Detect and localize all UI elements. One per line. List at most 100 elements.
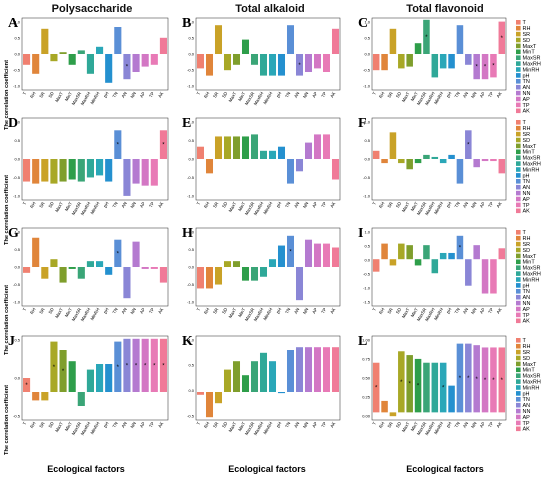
legend-swatch — [516, 90, 521, 96]
category-label: AK — [495, 421, 502, 429]
bar-maxt — [406, 54, 413, 67]
bar-sr — [214, 392, 223, 404]
bar-nn — [304, 347, 313, 392]
category-label: MinRH — [89, 307, 100, 321]
category-label: MinRH — [433, 91, 444, 105]
category-label: MaxSR — [416, 201, 428, 216]
bar-ak — [159, 338, 167, 392]
category-label: MaxSR — [416, 421, 428, 436]
bar-sd — [50, 159, 58, 184]
bar-nn — [132, 338, 140, 392]
category-label: NN — [470, 201, 478, 209]
bar-mint — [414, 259, 422, 266]
bar-ph — [277, 245, 286, 267]
y-tick-label: -0.5 — [187, 413, 195, 418]
bar-sr — [389, 259, 397, 266]
category-label: MinRH — [433, 307, 444, 321]
category-label: AK — [329, 201, 336, 209]
bar-nn — [473, 345, 480, 413]
panel-frame — [195, 227, 341, 307]
legend-label: TN — [523, 79, 530, 85]
significance-star: * — [484, 378, 487, 384]
y-tick-label: -1.0 — [13, 299, 21, 304]
category-label: TP — [148, 91, 155, 98]
legend-swatch — [516, 43, 521, 49]
legend-label: SR — [523, 32, 531, 38]
bar-rh — [381, 54, 388, 71]
legend-label: SR — [523, 242, 531, 248]
chart-panels: A1.00.50.0-0.5-1.0T RH SR SD MaxT MinTMaxSRMa… — [8, 16, 507, 436]
y-axis-label-row-1: The correlation coefficient — [4, 60, 10, 130]
legend-swatch — [516, 125, 521, 131]
bar-sr — [41, 28, 49, 54]
legend-label: MinT — [523, 368, 536, 374]
panel-letter: L — [358, 334, 367, 349]
category-label: T — [196, 91, 202, 96]
bar-maxrh — [259, 352, 268, 392]
legend-label: MaxRH — [523, 380, 541, 386]
bar-maxrh — [259, 54, 268, 76]
bar-sr — [41, 267, 49, 279]
category-label: AP — [139, 91, 146, 99]
y-tick-label: 0.5 — [188, 35, 194, 40]
category-label: NN — [302, 201, 310, 209]
category-label: TP — [148, 201, 155, 208]
x-axis-label-col-1: Ecological factors — [47, 464, 125, 474]
bar-sr — [389, 132, 397, 159]
category-label: SD — [395, 201, 402, 209]
category-label: AK — [329, 307, 336, 315]
bar-ak — [331, 28, 340, 54]
y-tick-label: 0.5 — [14, 247, 20, 252]
bar-tn — [456, 343, 464, 413]
significance-star: * — [126, 65, 129, 71]
category-label: TN — [284, 421, 291, 429]
bar-sr — [41, 159, 49, 182]
category-label: TN — [111, 201, 118, 209]
category-label: SD — [395, 421, 402, 429]
category-label: AK — [157, 421, 164, 429]
bar-maxt — [59, 52, 67, 54]
legend-swatch — [516, 373, 521, 378]
legend-swatch — [516, 318, 521, 324]
bar-sr — [214, 267, 223, 285]
bar-maxrh — [86, 54, 94, 74]
bar-tp — [490, 54, 497, 78]
panel-letter: E — [182, 116, 191, 131]
legend-label: pH — [523, 173, 530, 179]
category-label: AN — [462, 307, 469, 315]
category-label: MinRH — [262, 91, 273, 105]
y-tick-label: -0.5 — [13, 67, 21, 72]
bar-rh — [381, 400, 388, 413]
category-label: MinRH — [262, 201, 273, 215]
bar-minrh — [96, 364, 104, 392]
category-label: AP — [311, 201, 318, 209]
legend-swatch — [516, 289, 521, 294]
legend-label: MaxT — [523, 144, 537, 150]
category-label: NN — [470, 91, 478, 99]
category-label: pH — [275, 307, 282, 314]
category-label: AK — [329, 91, 336, 99]
panel-letter: C — [358, 16, 368, 31]
y-tick-label: 0.5 — [14, 138, 20, 143]
category-label: MinRH — [262, 421, 273, 435]
legend-label: NN — [523, 409, 531, 415]
category-label: NN — [129, 421, 137, 429]
panel-h: H1.0 0.5 0.0 -0.5 -1.0T RH SR SD MaxT MinTMaxSRMa… — [182, 226, 341, 322]
legend-swatch — [516, 73, 521, 78]
bar-mint — [68, 159, 76, 180]
category-label: NN — [129, 201, 137, 209]
bar-sr — [389, 412, 397, 417]
bar-ak — [159, 130, 167, 159]
category-label: RH — [203, 91, 211, 99]
category-label: T — [22, 421, 28, 426]
legend-label: AP — [523, 307, 531, 313]
bar-minrh — [268, 150, 277, 159]
bar-ap — [481, 347, 489, 413]
bar-an — [295, 347, 304, 392]
legend-swatch — [516, 61, 521, 66]
bar-ak — [498, 347, 506, 413]
legend-label: MinT — [523, 50, 536, 56]
